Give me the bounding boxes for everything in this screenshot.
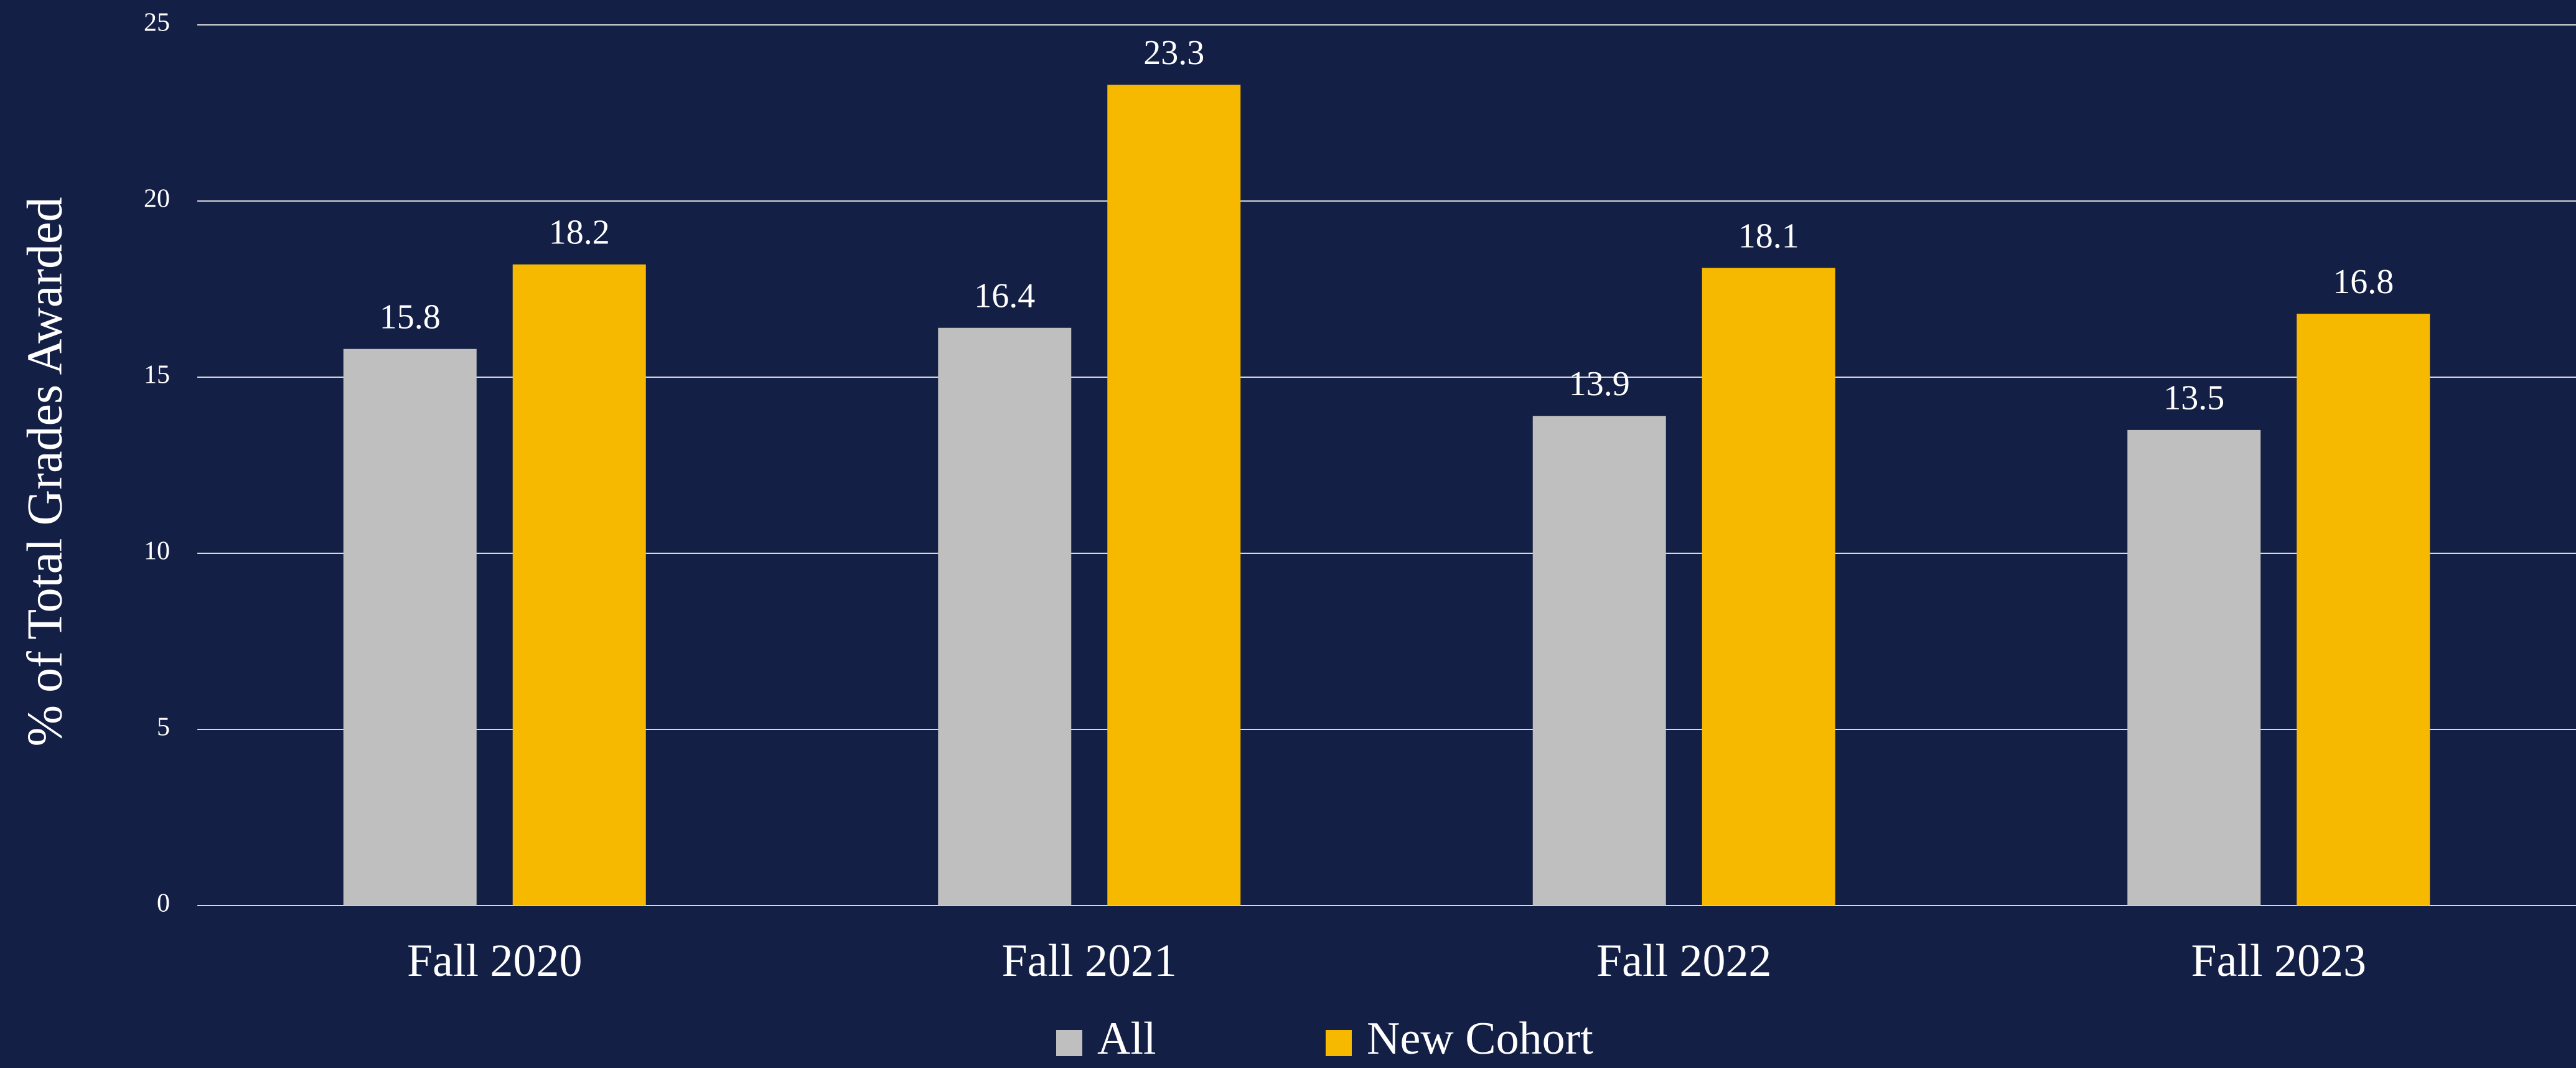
x-tick-label: Fall 2020 [407, 935, 583, 986]
x-tick-label: Fall 2022 [1596, 935, 1772, 986]
x-tick-label: Fall 2023 [2191, 935, 2366, 986]
bar [2127, 429, 2261, 906]
legend-label: All [1097, 1013, 1156, 1064]
data-label: 18.2 [549, 213, 610, 252]
data-label: 13.9 [1569, 365, 1630, 403]
y-tick-label: 0 [157, 889, 170, 918]
data-label: 23.3 [1143, 34, 1204, 72]
data-label: 16.4 [974, 277, 1035, 316]
data-label: 18.1 [1738, 217, 1799, 255]
y-tick-label: 10 [144, 537, 170, 566]
bar [2297, 314, 2430, 906]
y-tick-label: 5 [157, 713, 170, 742]
bar [512, 264, 646, 906]
bar [343, 349, 477, 906]
bar [1107, 85, 1241, 906]
y-tick-label: 20 [144, 185, 170, 213]
y-tick-label: 25 [144, 9, 170, 37]
bar [1532, 416, 1666, 906]
legend-swatch [1326, 1030, 1352, 1056]
y-axis-title: % of Total Grades Awarded [17, 197, 72, 746]
bar [1702, 268, 1835, 906]
y-tick-label: 15 [144, 361, 170, 390]
legend-swatch [1056, 1030, 1082, 1056]
data-label: 13.5 [2163, 379, 2224, 418]
data-label: 16.8 [2333, 263, 2394, 301]
x-tick-label: Fall 2021 [1001, 935, 1177, 986]
legend-label: New Cohort [1367, 1013, 1593, 1064]
bar [938, 327, 1072, 906]
data-label: 15.8 [380, 298, 441, 337]
